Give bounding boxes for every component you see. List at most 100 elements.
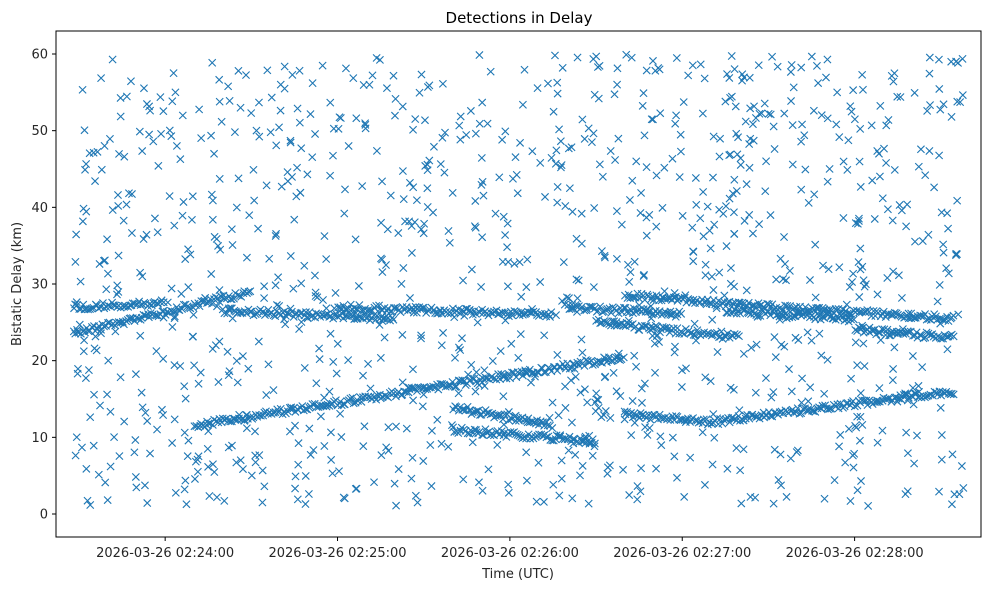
detection-point (606, 414, 615, 422)
detection-point (710, 220, 719, 229)
detection-point (953, 196, 962, 205)
detection-point (157, 129, 166, 138)
detection-point (688, 61, 697, 70)
detection-point (670, 452, 679, 461)
detection-point (360, 422, 369, 431)
detection-point (625, 277, 634, 286)
detection-point (622, 318, 631, 327)
detection-point (552, 146, 561, 155)
detection-point (486, 431, 495, 440)
detection-point (419, 303, 428, 312)
detection-point (937, 455, 946, 464)
detection-point (625, 491, 634, 500)
detection-point (116, 112, 125, 121)
detection-point (80, 126, 89, 135)
detection-point (291, 421, 300, 430)
detection-point (326, 428, 335, 437)
detection-point (597, 247, 606, 256)
detection-point (888, 376, 897, 385)
detection-point (766, 211, 775, 220)
detection-point (437, 439, 446, 448)
detection-point (944, 389, 953, 398)
detection-point (719, 415, 728, 424)
detection-point (289, 284, 298, 293)
detection-point (847, 107, 856, 116)
detection-point (238, 465, 247, 474)
detection-point (251, 458, 260, 467)
detection-point (411, 491, 420, 500)
detection-point (952, 250, 961, 259)
detection-point (281, 320, 290, 329)
detection-point (227, 295, 236, 304)
detection-point (633, 482, 642, 491)
detection-point (547, 308, 556, 317)
detection-point (114, 287, 123, 296)
detection-point (142, 100, 151, 109)
detection-point (619, 353, 628, 362)
detection-point (875, 384, 884, 393)
detection-point (341, 64, 350, 73)
detection-point (835, 133, 844, 142)
detection-point (375, 55, 384, 64)
detection-point (124, 189, 133, 198)
detection-point (172, 141, 181, 150)
detection-point (377, 451, 386, 460)
detection-point (550, 51, 559, 60)
detection-point (842, 300, 851, 309)
detection-point (215, 97, 224, 106)
detection-point (110, 433, 119, 442)
detection-point (746, 104, 755, 113)
detection-point (513, 189, 522, 198)
detection-point (169, 69, 178, 78)
detection-point (331, 396, 340, 405)
detection-point (858, 70, 867, 79)
detection-point (295, 325, 304, 334)
detection-point (686, 417, 695, 426)
detection-point (713, 348, 722, 356)
detection-point (478, 177, 487, 186)
detection-point (444, 442, 453, 451)
detection-point (761, 374, 770, 383)
detection-point (708, 460, 717, 469)
detection-point (499, 392, 508, 401)
detection-point (462, 130, 471, 139)
detection-point (542, 433, 551, 442)
detection-point (75, 320, 84, 329)
detection-point (557, 456, 566, 465)
detection-point (477, 282, 486, 291)
detection-point (769, 388, 778, 397)
detection-point (692, 200, 701, 209)
detection-point (272, 229, 281, 238)
detection-point (936, 403, 945, 412)
x-axis-label: Time (UTC) (481, 567, 554, 582)
detection-point (168, 322, 177, 331)
detection-point (378, 177, 387, 186)
detection-point (499, 212, 508, 221)
detection-point (291, 472, 300, 481)
detection-point (725, 151, 734, 160)
detection-point (603, 469, 612, 478)
detection-point (565, 432, 574, 441)
detection-point (498, 135, 507, 144)
detection-point (578, 461, 587, 470)
detection-point (194, 452, 203, 461)
detection-point (628, 176, 637, 185)
detection-point (448, 377, 457, 386)
detection-point (584, 124, 593, 133)
detection-point (629, 304, 638, 313)
detection-point (573, 53, 582, 62)
detection-point (293, 163, 302, 172)
detection-point (613, 64, 622, 73)
detection-point (878, 426, 887, 435)
detection-point (588, 360, 597, 369)
detection-point (804, 306, 813, 315)
detection-point (382, 443, 391, 452)
detection-point (534, 458, 543, 467)
detection-point (639, 272, 648, 281)
detection-point (814, 79, 823, 88)
detection-point (232, 356, 241, 365)
detection-point (116, 93, 125, 102)
detection-point (452, 382, 461, 391)
detection-point (258, 466, 267, 475)
detection-point (809, 407, 818, 416)
